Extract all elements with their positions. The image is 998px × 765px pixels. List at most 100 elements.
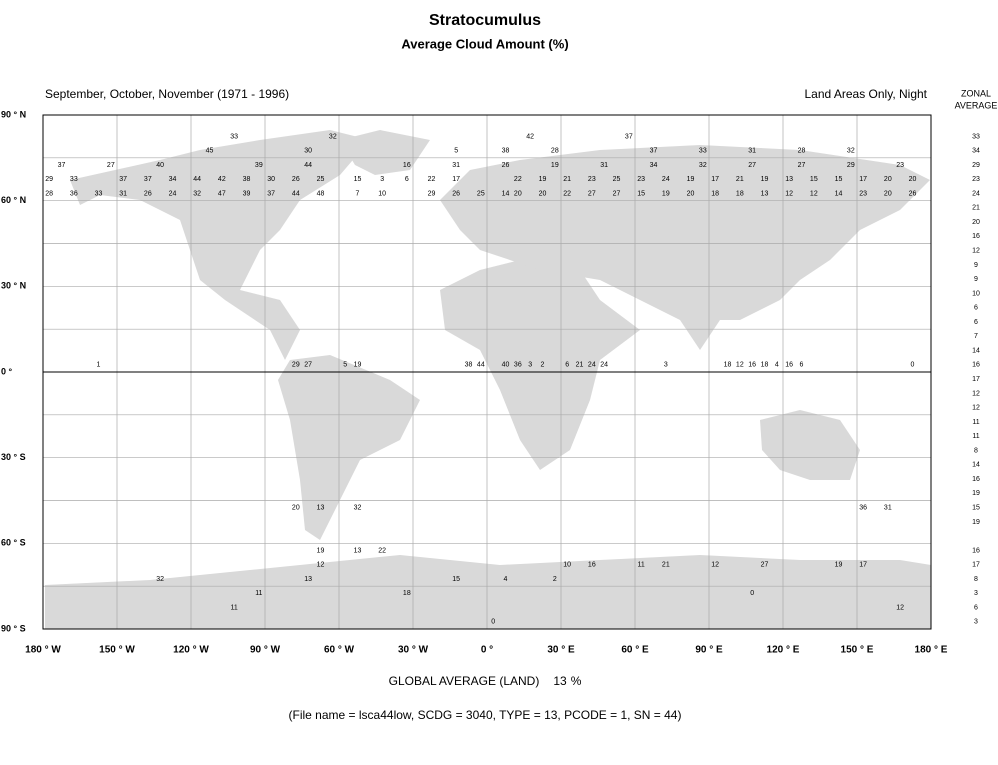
cell-value: 12: [896, 604, 904, 611]
cell-value: 20: [539, 190, 547, 197]
cell-value: 32: [193, 190, 201, 197]
cell-value: 4: [775, 362, 779, 369]
x-tick-label: 0 °: [481, 645, 493, 656]
cell-value: 19: [761, 176, 769, 183]
zonal-average: 12: [972, 405, 980, 412]
cell-value: 15: [835, 176, 843, 183]
cell-value: 38: [502, 148, 510, 155]
cell-value: 24: [169, 190, 177, 197]
cell-value: 12: [711, 562, 719, 569]
zonal-average: 14: [972, 347, 980, 354]
cell-value: 18: [724, 362, 732, 369]
cell-value: 19: [317, 547, 325, 554]
cell-value: 19: [687, 176, 695, 183]
zonal-average: 11: [972, 419, 979, 426]
cell-value: 26: [452, 190, 460, 197]
zonal-average: 8: [974, 576, 978, 583]
map-frame: [42, 114, 932, 630]
cell-value: 13: [304, 576, 312, 583]
cell-value: 33: [95, 190, 103, 197]
cell-value: 6: [565, 362, 569, 369]
cell-value: 5: [454, 148, 458, 155]
y-tick-label: 0 °: [1, 366, 13, 376]
zonal-average: 20: [972, 219, 980, 226]
cell-value: 21: [563, 176, 571, 183]
cell-value: 4: [504, 576, 508, 583]
y-tick-label: 30 ° N: [1, 281, 26, 291]
cell-value: 16: [403, 162, 411, 169]
x-tick-label: 30 ° E: [547, 645, 575, 656]
cell-value: 19: [662, 190, 670, 197]
season: September, October, November (1971 - 199…: [45, 87, 289, 101]
zonal-average: 29: [972, 162, 980, 169]
cell-value: 21: [736, 176, 744, 183]
cell-value: 20: [884, 176, 892, 183]
cell-value: 17: [711, 176, 719, 183]
cell-value: 0: [750, 590, 754, 597]
cell-value: 26: [909, 190, 917, 197]
cell-value: 44: [193, 176, 201, 183]
cell-value: 42: [526, 133, 534, 140]
cell-value: 28: [798, 148, 806, 155]
cell-value: 40: [502, 362, 510, 369]
cell-value: 5: [343, 362, 347, 369]
cell-value: 32: [329, 133, 337, 140]
cell-value: 27: [798, 162, 806, 169]
cell-value: 19: [551, 162, 559, 169]
cell-value: 30: [267, 176, 275, 183]
cell-value: 20: [292, 504, 300, 511]
cell-value: 37: [144, 176, 152, 183]
cell-value: 32: [847, 148, 855, 155]
cell-value: 23: [637, 176, 645, 183]
y-tick-label: 90 ° S: [1, 623, 26, 633]
cell-value: 39: [243, 190, 251, 197]
cell-value: 13: [785, 176, 793, 183]
cell-value: 16: [588, 562, 596, 569]
cell-value: 37: [119, 176, 127, 183]
cell-value: 20: [687, 190, 695, 197]
cell-value: 31: [119, 190, 127, 197]
zonal-average: 19: [972, 490, 980, 497]
cell-value: 31: [884, 504, 892, 511]
cell-value: 22: [428, 176, 436, 183]
subtitle: Average Cloud Amount (%): [401, 36, 568, 51]
cell-value: 10: [378, 190, 386, 197]
cell-value: 40: [156, 162, 164, 169]
cell-value: 15: [637, 190, 645, 197]
cell-value: 13: [761, 190, 769, 197]
cell-value: 18: [761, 362, 769, 369]
cell-value: 13: [317, 504, 325, 511]
cell-value: 21: [662, 562, 670, 569]
x-tick-label: 60 ° E: [621, 645, 649, 656]
cell-value: 0: [911, 362, 915, 369]
cell-value: 16: [785, 362, 793, 369]
cell-value: 3: [380, 176, 384, 183]
zonal-average: 15: [972, 504, 980, 511]
cell-value: 24: [662, 176, 670, 183]
x-tick-label: 90 ° E: [695, 645, 723, 656]
land: [45, 130, 931, 629]
cell-value: 23: [859, 190, 867, 197]
cell-value: 32: [354, 504, 362, 511]
cell-value: 20: [909, 176, 917, 183]
cell-value: 16: [748, 362, 756, 369]
zonal-average: 16: [972, 547, 980, 554]
cell-value: 44: [292, 190, 300, 197]
zonal-average: 21: [972, 205, 980, 212]
cell-value: 37: [650, 148, 658, 155]
cell-value: 12: [785, 190, 793, 197]
cell-value: 29: [847, 162, 855, 169]
zonal-average: 16: [972, 362, 980, 369]
cell-value: 20: [514, 190, 522, 197]
global-average-value: 13: [553, 674, 567, 688]
zonal-average: 6: [974, 319, 978, 326]
cell-value: 22: [514, 176, 522, 183]
x-tick-label: 180 ° E: [915, 645, 948, 656]
cell-value: 14: [502, 190, 510, 197]
cell-value: 22: [563, 190, 571, 197]
cell-value: 2: [553, 576, 557, 583]
x-tick-label: 90 ° W: [250, 645, 281, 656]
cell-value: 19: [835, 562, 843, 569]
zonal-average: 17: [972, 376, 980, 383]
cell-value: 15: [452, 576, 460, 583]
